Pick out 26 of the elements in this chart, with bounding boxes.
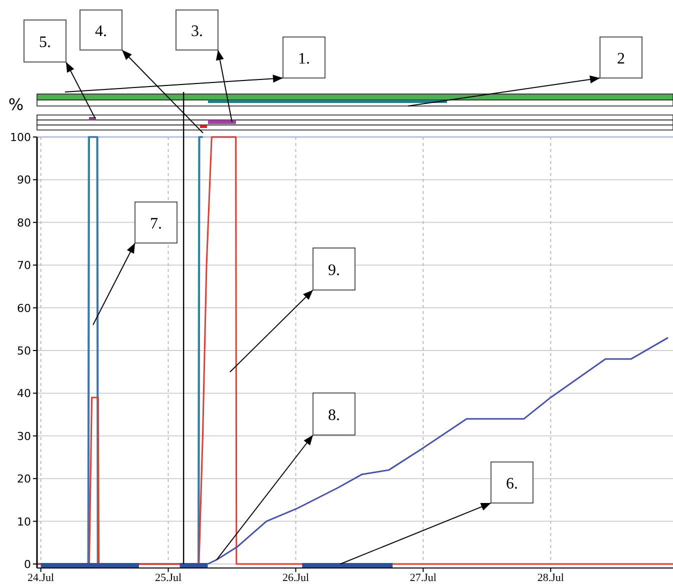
y-axis-title: %	[8, 95, 24, 114]
y-tick-label: 50	[17, 344, 31, 358]
y-tick-label: 40	[17, 387, 31, 400]
text: 3.	[191, 23, 203, 40]
x-tick-label: 27.Jul	[410, 572, 436, 584]
y-tick-label: 30	[17, 430, 31, 443]
text: 4.	[95, 23, 107, 40]
annotation: 6.	[506, 476, 518, 492]
x-tick-label: 26.Jul	[282, 572, 310, 584]
y-tick-label: 80	[17, 216, 31, 230]
y-tick-label: 10	[17, 515, 31, 528]
x-tick-label: 28.Jul	[537, 572, 564, 584]
annotation: 7.	[150, 216, 162, 232]
text: 5.	[39, 34, 51, 51]
y-tick-label: 20	[17, 472, 31, 486]
y-tick-label: 100	[10, 131, 31, 144]
y-tick-label: 90	[17, 174, 31, 187]
text: 1.	[298, 50, 310, 68]
y-tick-label: 70	[17, 259, 31, 272]
x-tick-label: 25.Jul	[154, 572, 182, 584]
annotation: 8.	[328, 407, 340, 424]
y-tick-label: 60	[17, 302, 31, 315]
text: 2	[617, 50, 625, 68]
annotation: 9.	[328, 262, 340, 279]
y-tick-label: 0	[24, 558, 31, 571]
x-tick-label: 24.Jul	[28, 572, 54, 584]
